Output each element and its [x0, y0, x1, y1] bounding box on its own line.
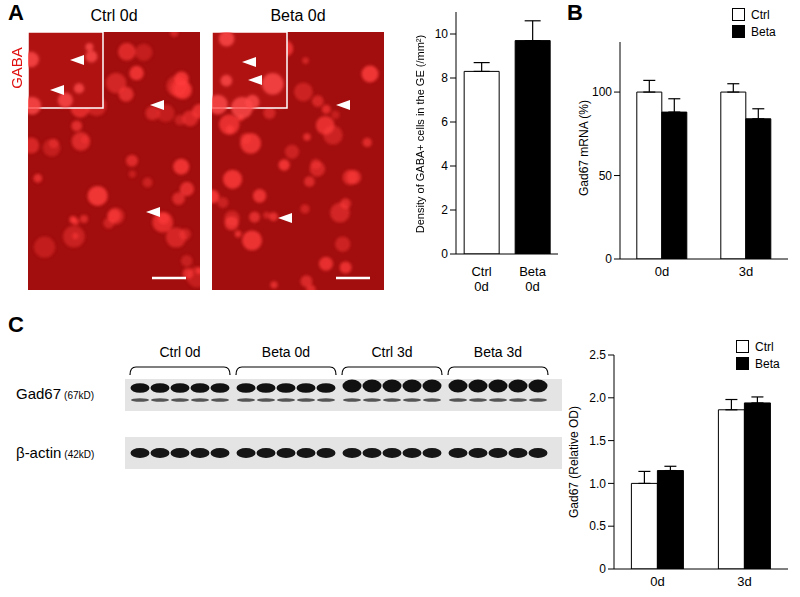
svg-text:1.5: 1.5: [589, 434, 606, 448]
html-text:Ctrl 0d: Ctrl 0d: [90, 7, 138, 24]
svg-text:8: 8: [441, 71, 448, 85]
svg-text:0: 0: [605, 252, 612, 266]
html-text:Gad67 (Relative OD): Gad67 (Relative OD): [567, 406, 581, 518]
html-text:Beta: Beta: [751, 24, 776, 39]
svg-text:Gad67(67kD): Gad67(67kD): [16, 385, 94, 402]
html-text:Ctrl: Ctrl: [751, 7, 770, 22]
html-text:Gad67 mRNA (%): Gad67 mRNA (%): [577, 100, 591, 196]
html-text:Ctrl: Ctrl: [755, 339, 774, 354]
svg-text:10: 10: [435, 27, 449, 41]
svg-text:0d: 0d: [655, 264, 669, 279]
html-text:Beta: Beta: [755, 356, 780, 371]
html-text:GABA: GABA: [7, 47, 25, 89]
html-text:C: C: [8, 312, 24, 337]
svg-text:2.5: 2.5: [589, 348, 606, 362]
svg-text:50: 50: [599, 169, 613, 183]
svg-text:0: 0: [441, 247, 448, 261]
svg-text:3d: 3d: [737, 574, 751, 589]
svg-text:2.0: 2.0: [589, 391, 606, 405]
svg-text:100: 100: [592, 85, 612, 99]
svg-text:0.5: 0.5: [589, 519, 606, 533]
svg-text:Ctrl 3d: Ctrl 3d: [371, 344, 412, 360]
svg-text:Beta0d: Beta0d: [519, 264, 547, 294]
svg-text:1.0: 1.0: [589, 477, 606, 491]
html-text:A: A: [8, 0, 24, 25]
html-text:B: B: [567, 0, 583, 25]
svg-text:3d: 3d: [739, 264, 753, 279]
svg-text:2: 2: [441, 203, 448, 217]
svg-text:Ctrl 0d: Ctrl 0d: [159, 344, 200, 360]
svg-text:6: 6: [441, 115, 448, 129]
html-text:Density of GABA+ cells in the: Density of GABA+ cells in the GE (/mm²): [414, 34, 426, 234]
svg-text:β-actin(42kD): β-actin(42kD): [16, 444, 94, 461]
svg-text:0d: 0d: [650, 574, 664, 589]
svg-text:0: 0: [599, 562, 606, 576]
svg-text:Beta 3d: Beta 3d: [474, 344, 522, 360]
html-text:Beta 0d: Beta 0d: [270, 7, 326, 24]
svg-text:Beta 0d: Beta 0d: [262, 344, 310, 360]
svg-text:4: 4: [441, 159, 448, 173]
svg-text:Ctrl0d: Ctrl0d: [471, 264, 491, 294]
